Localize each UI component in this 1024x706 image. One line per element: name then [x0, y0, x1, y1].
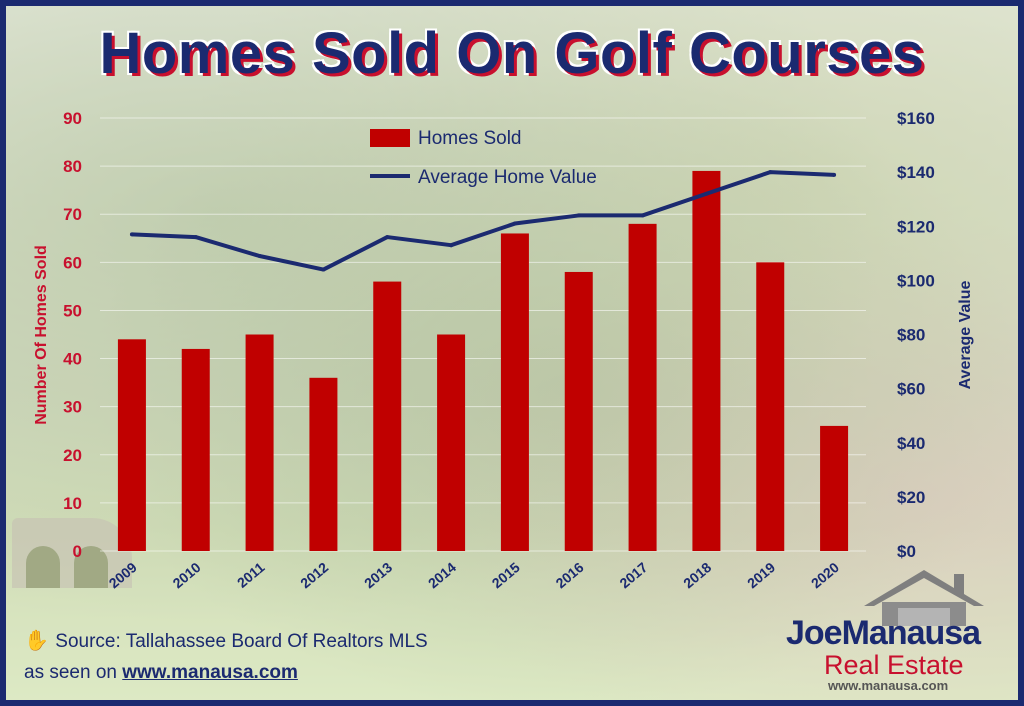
- y2-tick-label: $40: [897, 434, 925, 453]
- house-icon: [864, 570, 984, 626]
- point-average-home-value: [704, 191, 709, 196]
- bridge-arch: [26, 546, 60, 588]
- source-line: ✋ Source: Tallahassee Board Of Realtors …: [24, 628, 428, 653]
- chart-title: Homes Sold On Golf Courses: [99, 21, 925, 86]
- x-tick-label: 2012: [297, 559, 331, 591]
- x-tick-label: 2009: [106, 559, 140, 591]
- x-tick-label: 2010: [170, 559, 204, 591]
- point-average-home-value: [193, 235, 198, 240]
- legend-label-homes-sold: Homes Sold: [418, 128, 522, 149]
- bar-homes-sold: [500, 233, 529, 551]
- company-logo[interactable]: JoeManausa Real Estate www.manausa.com: [776, 566, 1008, 693]
- y-tick-label: 20: [63, 446, 82, 465]
- bar-homes-sold: [373, 281, 402, 551]
- bar-homes-sold: [245, 334, 274, 551]
- bar-homes-sold: [117, 339, 146, 551]
- bar-homes-sold: [564, 271, 593, 551]
- bar-homes-sold: [820, 425, 849, 551]
- x-tick-label: 2015: [489, 559, 523, 591]
- x-tick-label: 2014: [425, 559, 459, 591]
- y2-tick-label: $160: [897, 109, 935, 128]
- point-average-home-value: [640, 213, 645, 218]
- x-tick-label: 2011: [234, 559, 268, 591]
- logo-brand: JoeManausa: [786, 614, 981, 653]
- y-axis-label: Number Of Homes Sold: [33, 245, 50, 425]
- point-average-home-value: [385, 235, 390, 240]
- point-average-home-value: [832, 172, 837, 177]
- seen-on-line: as seen on www.manausa.com: [24, 662, 298, 684]
- y-tick-label: 70: [63, 205, 82, 224]
- point-average-home-value: [129, 232, 134, 237]
- y2-tick-label: $60: [897, 380, 925, 399]
- x-tick-label: 2017: [616, 559, 650, 591]
- y-tick-label: 10: [63, 494, 82, 513]
- source-text: Source: Tallahassee Board Of Realtors ML…: [55, 631, 428, 652]
- point-average-home-value: [512, 221, 517, 226]
- bridge-arch: [74, 546, 108, 588]
- line-average-home-value: [131, 170, 835, 272]
- website-link[interactable]: www.manausa.com: [122, 662, 298, 683]
- x-tick-label: 2016: [553, 559, 587, 591]
- bar-homes-sold: [692, 170, 721, 551]
- x-tick-label: 2019: [744, 559, 778, 591]
- bar-homes-sold: [437, 334, 466, 551]
- x-tick-label: 2013: [361, 559, 395, 591]
- y2-tick-label: $140: [897, 163, 935, 182]
- bar-homes-sold: [756, 262, 785, 551]
- y2-tick-label: $0: [897, 542, 916, 561]
- point-average-home-value: [257, 254, 262, 259]
- y-tick-label: 90: [63, 109, 82, 128]
- y2-tick-label: $80: [897, 326, 925, 345]
- y-tick-label: 30: [63, 398, 82, 417]
- seen-prefix: as seen on: [24, 662, 117, 683]
- point-average-home-value: [768, 170, 773, 175]
- y-tick-label: 80: [63, 157, 82, 176]
- logo-subtitle: Real Estate: [824, 650, 964, 680]
- point-average-home-value: [321, 267, 326, 272]
- bar-homes-sold: [181, 348, 210, 551]
- y2-axis-label: Average Value: [957, 281, 974, 390]
- point-average-home-value: [449, 243, 454, 248]
- logo-brand-first: Joe: [786, 614, 843, 652]
- point-average-home-value: [576, 213, 581, 218]
- y2-tick-label: $100: [897, 271, 935, 290]
- legend-swatch-homes-sold: [370, 129, 410, 147]
- y2-tick-label: $120: [897, 217, 935, 236]
- y-tick-label: 40: [63, 350, 82, 369]
- y2-tick-label: $20: [897, 488, 925, 507]
- hand-icon: ✋: [24, 630, 49, 652]
- x-tick-label: 2018: [680, 559, 714, 591]
- bar-homes-sold: [309, 377, 338, 551]
- legend-label-average-home-value: Average Home Value: [418, 167, 597, 188]
- logo-brand-second: Manausa: [841, 614, 981, 652]
- stone-bridge-decoration: [12, 518, 132, 588]
- bar-homes-sold: [628, 223, 657, 551]
- y-tick-label: 50: [63, 301, 82, 320]
- logo-url: www.manausa.com: [828, 678, 949, 693]
- y-tick-label: 60: [63, 253, 82, 272]
- y-tick-label: 0: [73, 542, 82, 561]
